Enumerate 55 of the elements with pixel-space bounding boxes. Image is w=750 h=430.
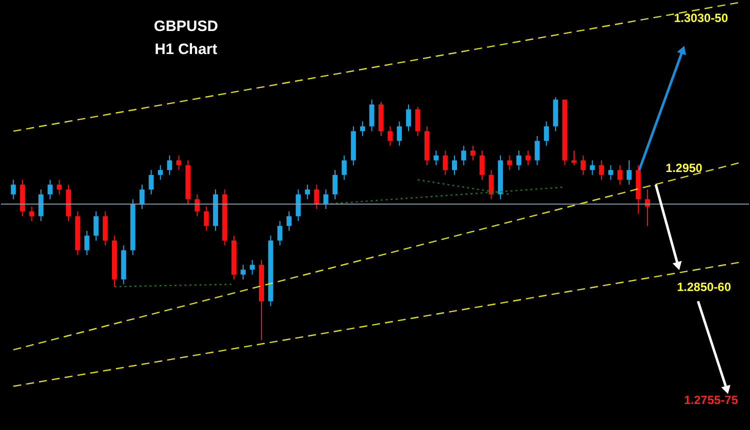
annotation: 1.2850-60: [676, 280, 732, 294]
text: 1.3030-50: [674, 11, 728, 25]
candlestick: [590, 160, 595, 176]
candlestick: [158, 164, 163, 180]
candlestick: [406, 104, 412, 132]
candlestick: [488, 170, 494, 200]
candlestick: [48, 179, 53, 200]
candlestick: [140, 184, 145, 210]
candlestick: [250, 259, 255, 276]
chart-title: GBPUSD: [154, 18, 218, 35]
candlestick: [148, 170, 154, 195]
annotation: 1.2950: [666, 161, 703, 175]
candlestick: [296, 188, 301, 222]
candlestick: [323, 188, 328, 210]
candlestick: [167, 154, 172, 176]
candlestick: [304, 184, 310, 200]
candlestick: [56, 179, 62, 195]
candlestick: [10, 179, 16, 200]
candlestick: [38, 188, 44, 222]
candlestick: [360, 120, 366, 137]
chart-subtitle: H1 Chart: [154, 41, 218, 58]
candlestick: [369, 99, 374, 132]
candlestick: [204, 206, 209, 232]
candlestick: [286, 210, 292, 232]
candlestick: [332, 170, 338, 200]
candlestick: [507, 154, 512, 171]
candlestick: [29, 206, 34, 222]
candlestick: [434, 150, 439, 166]
candlestick: [388, 126, 393, 146]
candlestick: [240, 264, 246, 280]
candlestick: [608, 164, 614, 180]
candlestick: [534, 136, 540, 166]
candlestick: [461, 145, 466, 166]
candlestick: [176, 154, 182, 171]
candlestick: [314, 184, 320, 210]
candlestick: [599, 160, 604, 180]
candlestick: [277, 220, 282, 246]
candlestick: [415, 106, 420, 137]
candlestick: [396, 120, 402, 146]
candlestick: [94, 210, 99, 242]
candlestick: [580, 154, 586, 176]
candlestick: [470, 145, 476, 161]
candlestick: [571, 150, 576, 166]
candlestick: [480, 150, 485, 180]
candlestick: [626, 160, 632, 186]
candlestick: [194, 194, 200, 217]
candlestick: [342, 154, 347, 180]
candlestick: [84, 230, 90, 256]
candlestick: [516, 150, 522, 171]
candlestick: [452, 154, 457, 176]
candlestick: [526, 150, 531, 166]
candlestick: [442, 150, 448, 176]
candlestick: [617, 164, 622, 186]
candlestick: [544, 120, 549, 146]
text: 1.2755-75: [684, 393, 738, 407]
